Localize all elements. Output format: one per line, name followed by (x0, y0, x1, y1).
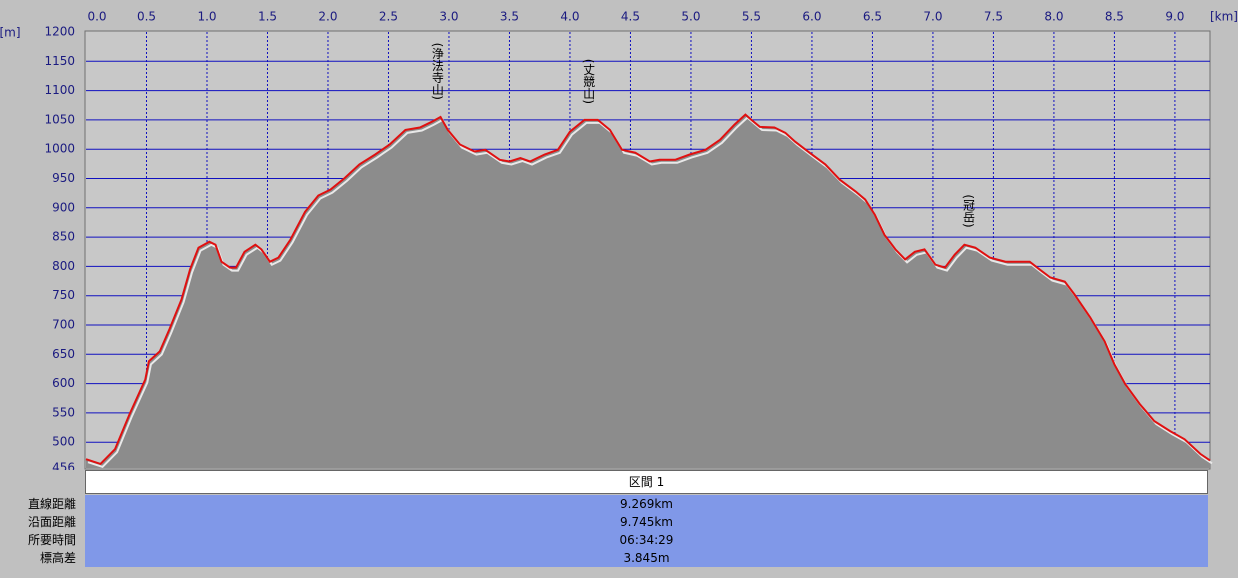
y-tick-label: 950 (52, 171, 75, 185)
x-unit: [km] (1210, 10, 1238, 24)
row-label: 所要時間 (27, 533, 76, 547)
x-tick-label: 6.5 (863, 10, 882, 24)
table-row: 標高差 3.845m (0, 549, 1238, 567)
row-label: 沿面距離 (27, 515, 76, 529)
x-tick-label: 0.0 (87, 10, 106, 24)
x-tick-label: 4.5 (621, 10, 640, 24)
shadow-line (87, 116, 1213, 469)
peak-label: (丈競山) (582, 59, 596, 104)
y-tick-label: 600 (52, 376, 75, 390)
y-tick-label: 800 (52, 259, 75, 273)
y-tick-label: 500 (52, 435, 75, 449)
chart: [m] [km] 456 500 550 600 650 700 750 800 850 900 9… (0, 10, 1238, 475)
x-tick-label: 3.5 (500, 10, 519, 24)
row-value: 3.845m (85, 549, 1208, 567)
x-tick-label: 8.0 (1044, 10, 1063, 24)
y-tick-label: 550 (52, 405, 75, 419)
table-row: 所要時間 06:34:29 (0, 531, 1238, 549)
y-tick-label: 1050 (44, 112, 75, 126)
y-tick-label: 1000 (44, 142, 75, 156)
peak-label: (冠岳) (962, 194, 976, 227)
x-tick-label: 0.5 (137, 10, 156, 24)
row-label: 直線距離 (27, 497, 76, 511)
x-tick-label: 8.5 (1105, 10, 1124, 24)
x-tick-label: 1.5 (258, 10, 277, 24)
y-tick-label: 1100 (44, 83, 75, 97)
table-row: 直線距離 9.269km (0, 495, 1238, 513)
x-tick-label: 7.5 (984, 10, 1003, 24)
y-tick-label: 456 (52, 461, 75, 471)
x-tick-label: 6.0 (802, 10, 821, 24)
y-tick-label: 650 (52, 347, 75, 361)
x-tick-label: 4.0 (560, 10, 579, 24)
row-value: 9.269km (85, 495, 1208, 513)
y-tick-label: 750 (52, 288, 75, 302)
y-tick-label: 850 (52, 230, 75, 244)
row-label: 標高差 (39, 551, 76, 565)
peak-label: (浄法寺山) (430, 43, 444, 100)
y-unit: [m] (0, 26, 21, 40)
area-fill (86, 114, 1210, 468)
row-value: 06:34:29 (85, 531, 1208, 549)
x-tick-label: 1.0 (197, 10, 216, 24)
y-tick-label: 1200 (44, 25, 75, 39)
table-row: 沿面距離 9.745km (0, 513, 1238, 531)
x-tick-label: 9.0 (1165, 10, 1184, 24)
x-tick-label: 3.0 (439, 10, 458, 24)
profile-line (85, 113, 1211, 466)
y-tick-label: 900 (52, 200, 75, 214)
table-header: 区間 1 (85, 470, 1208, 494)
y-tick-label: 1150 (44, 54, 75, 68)
x-tick-label: 5.0 (681, 10, 700, 24)
x-tick-label: 5.5 (742, 10, 761, 24)
row-value: 9.745km (85, 513, 1208, 531)
y-tick-label: 700 (52, 318, 75, 332)
x-tick-label: 2.0 (318, 10, 337, 24)
x-tick-label: 2.5 (379, 10, 398, 24)
x-tick-label: 7.0 (923, 10, 942, 24)
